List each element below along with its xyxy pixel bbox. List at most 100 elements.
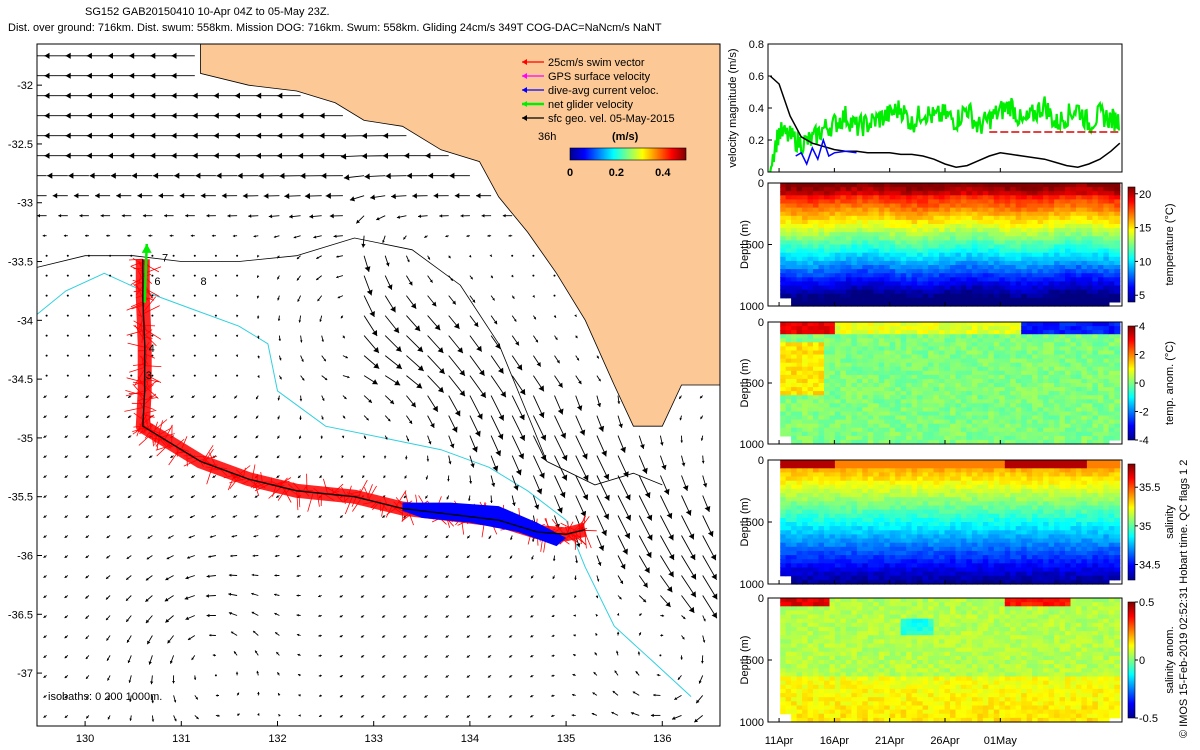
heatmap-cell: [834, 427, 841, 433]
heatmap-cell: [1010, 195, 1017, 200]
heatmap-cell: [813, 354, 820, 360]
heatmap-cell: [1010, 199, 1017, 205]
vector-head: [23, 133, 28, 139]
heatmap-cell: [922, 215, 929, 221]
heatmap-cell: [1037, 256, 1044, 262]
heatmap-cell: [917, 211, 924, 217]
heatmap-cell: [845, 378, 852, 384]
heatmap-cell: [785, 236, 792, 241]
heatmap-cell: [1092, 297, 1099, 303]
vector-head: [361, 555, 364, 558]
heatmap-cell: [1103, 232, 1110, 237]
heatmap-cell: [824, 215, 831, 221]
heatmap-cell: [1070, 187, 1077, 192]
heatmap-cell: [824, 199, 831, 205]
heatmap-cell: [928, 322, 935, 327]
vector-head: [639, 444, 645, 449]
heatmap-cell: [856, 427, 863, 433]
vector-head: [475, 430, 481, 437]
vector-head: [298, 436, 302, 439]
heatmap-cell: [884, 285, 891, 291]
heatmap-cell: [939, 338, 946, 343]
heatmap-cell: [856, 415, 863, 421]
heatmap-cell: [917, 285, 924, 291]
vector-head: [191, 657, 194, 660]
heatmap-cell: [796, 415, 803, 421]
vector-head: [85, 656, 89, 659]
heatmap-cell: [780, 240, 787, 246]
vector-head: [578, 380, 582, 385]
heatmap-cell: [933, 330, 940, 335]
heatmap-cell: [960, 232, 967, 237]
vector-head: [339, 535, 343, 538]
heatmap-cell: [802, 240, 809, 246]
heatmap-cell: [993, 301, 1000, 307]
vector-head: [58, 214, 62, 218]
heatmap-cell: [906, 423, 913, 429]
isobath-200m: [37, 237, 663, 486]
heatmap-cell: [818, 362, 825, 368]
heatmap-cell: [944, 248, 951, 254]
heatmap-cell: [960, 183, 967, 188]
vector-head: [688, 533, 695, 540]
heatmap-cell: [1021, 256, 1028, 262]
vector-head: [532, 295, 535, 298]
heatmap-colorbar-tick: 10: [1139, 256, 1151, 268]
heatmap-cell: [845, 191, 852, 196]
heatmap-cell: [982, 211, 989, 217]
vector-head: [647, 534, 653, 541]
heatmap-cell: [895, 362, 902, 368]
heatmap-cell: [1103, 187, 1110, 192]
heatmap-cell: [1070, 240, 1077, 246]
heatmap-cell: [862, 366, 869, 372]
heatmap-cell: [785, 391, 792, 396]
heatmap-cell: [900, 399, 907, 404]
heatmap-cell: [889, 395, 896, 400]
vector-dot: [45, 354, 48, 357]
heatmap-cell: [813, 191, 820, 196]
heatmap-cell: [818, 342, 825, 347]
heatmap-cell: [1026, 232, 1033, 237]
heatmap-cell: [851, 358, 858, 364]
vector-head: [453, 323, 460, 329]
heatmap-cell: [966, 236, 973, 241]
vector-head: [23, 93, 28, 99]
heatmap-cell: [993, 252, 1000, 258]
heatmap-cell: [966, 285, 973, 291]
heatmap-cell: [867, 395, 874, 400]
vector-head: [438, 368, 445, 374]
heatmap-cell: [873, 362, 880, 368]
heatmap-cell: [851, 378, 858, 384]
heatmap-cell: [960, 228, 967, 233]
heatmap-cell: [829, 358, 836, 364]
heatmap-cell: [796, 334, 803, 339]
heatmap-cell: [834, 334, 841, 339]
heatmap-cell: [884, 293, 891, 299]
heatmap-cell: [911, 236, 918, 241]
vector-head: [622, 548, 628, 555]
heatmap-cell: [939, 378, 946, 384]
heatmap-cell: [807, 439, 814, 445]
heatmap-cell: [884, 289, 891, 295]
heatmap-cell: [813, 248, 820, 254]
heatmap-cell: [1021, 203, 1028, 209]
heatmap-cell: [966, 248, 973, 254]
vector-dot: [193, 314, 196, 317]
heatmap-cell: [971, 273, 978, 278]
heatmap-cell: [1076, 260, 1083, 266]
heatmap-cell: [1065, 219, 1072, 225]
heatmap-cell: [906, 187, 913, 192]
heatmap-cell: [824, 387, 831, 392]
heatmap-cell: [824, 322, 831, 327]
heatmap-cell: [856, 383, 863, 388]
heatmap-cell: [1059, 293, 1066, 299]
heatmap-cell: [802, 277, 809, 282]
heatmap-cell: [1059, 248, 1066, 254]
heatmap-cell: [906, 350, 913, 356]
heatmap-cell: [1076, 224, 1083, 229]
vector-head: [468, 254, 472, 258]
heatmap-cell: [917, 342, 924, 347]
vector-head: [538, 385, 544, 392]
heatmap-cell: [1081, 215, 1088, 221]
heatmap-cell: [856, 281, 863, 287]
